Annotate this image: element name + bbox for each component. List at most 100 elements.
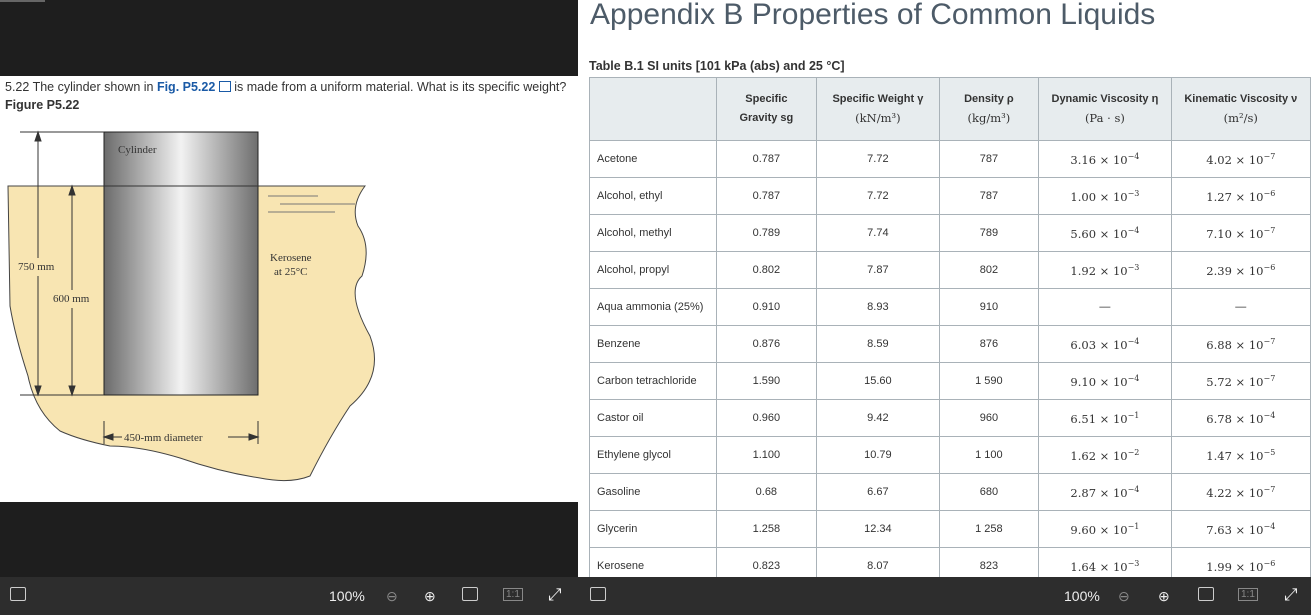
table-cell: 15.60: [816, 362, 940, 400]
zoom-out[interactable]: ⊖: [1118, 588, 1130, 604]
sci-exp: −3: [1127, 262, 1140, 272]
table-caption: Table B.1 SI units [101 kPa (abs) and 25…: [589, 59, 845, 73]
sci-exp: −6: [1263, 262, 1276, 272]
header-cell: Density ρ (kg/m³): [938, 77, 1040, 141]
problem-text: 5.22 The cylinder shown in Fig. P5.22 is…: [5, 80, 566, 94]
sci-exp: −1: [1127, 410, 1140, 420]
header-cell: Specific Gravity sg: [715, 77, 818, 141]
zoom-in[interactable]: ⊕: [424, 588, 436, 604]
table-cell: 8.07: [816, 547, 940, 577]
sci-base: 4.02 × 10: [1206, 152, 1264, 167]
table-cell: Gasoline: [589, 473, 717, 511]
table-cell: 4.22 × 10−7: [1170, 473, 1311, 511]
figure: Cylinder Kerosene at 25°C 750 mm 600 mm …: [7, 130, 375, 482]
table-cell: —: [1170, 288, 1311, 326]
sci-base: 1.64 × 10: [1070, 559, 1128, 574]
sci-base: 1.27 × 10: [1206, 189, 1264, 204]
sci-exp: −6: [1263, 558, 1276, 568]
sci-exp: −4: [1263, 521, 1276, 531]
table-cell: 12.34: [816, 510, 940, 548]
table-cell: 5.72 × 10−7: [1170, 362, 1311, 400]
header-text: Dynamic Viscosity η: [1051, 92, 1159, 105]
sci-base: 3.16 × 10: [1070, 152, 1128, 167]
table-cell: 7.10 × 10−7: [1170, 214, 1311, 252]
header-text: (kg/m³): [967, 110, 1011, 125]
header-cell: Kinematic Viscosity ν (m²/s): [1170, 77, 1311, 141]
sci-exp: −4: [1127, 225, 1140, 235]
sci-exp: −5: [1263, 447, 1276, 457]
header-cell: Dynamic Viscosity η (Pa · s): [1038, 77, 1172, 141]
table-cell: 3.16 × 10−4: [1038, 140, 1172, 178]
fit-button[interactable]: [1198, 587, 1214, 601]
table-cell: 0.823: [715, 547, 818, 577]
expand[interactable]: ⤢: [548, 585, 562, 604]
table-cell: Ethylene glycol: [589, 436, 717, 474]
appendix-title: Appendix B Properties of Common Liquids: [590, 0, 1156, 31]
header-text: (Pa · s): [1084, 110, 1125, 125]
sci-base: 1.47 × 10: [1206, 448, 1264, 463]
table-cell: Glycerin: [589, 510, 717, 548]
tab-indicator: [0, 0, 45, 2]
header-row: Specific Gravity sg Specific Weight γ (kN/m…: [589, 77, 1311, 141]
table-cell: 6.78 × 10−4: [1170, 399, 1311, 437]
table-cell: 1.100: [715, 436, 818, 474]
liquid-label: Kerosene: [270, 252, 312, 264]
table-cell: 910: [938, 288, 1040, 326]
right-panel: Appendix B Properties of Common Liquids …: [578, 0, 1311, 577]
table-cell: 6.51 × 10−1: [1038, 399, 1172, 437]
fit-button[interactable]: [462, 587, 478, 601]
toolbar-right: 100% ⊖ ⊕ 1:1 ⤢: [578, 577, 1311, 615]
table-cell: 7.87: [816, 251, 940, 289]
sci-exp: −4: [1127, 336, 1140, 346]
table-cell: 0.802: [715, 251, 818, 289]
sci-base: 5.72 × 10: [1206, 374, 1264, 389]
table-cell: Kerosene: [589, 547, 717, 577]
caption-icon[interactable]: [590, 587, 606, 601]
table-cell: 6.88 × 10−7: [1170, 325, 1311, 363]
table-cell: 0.910: [715, 288, 818, 326]
table-cell: 1.64 × 10−3: [1038, 547, 1172, 577]
height-submerged-label: 600 mm: [53, 293, 90, 305]
table-cell: 823: [938, 547, 1040, 577]
table-cell: —: [1038, 288, 1172, 326]
toolbar-left: 100% ⊖ ⊕ 1:1 ⤢: [0, 577, 578, 615]
zoom-in[interactable]: ⊕: [1158, 588, 1170, 604]
table-cell: 960: [938, 399, 1040, 437]
table-row: Aqua ammonia (25%) 0.910 8.93 910— —: [589, 288, 1311, 326]
zoom-level: 100%: [1064, 588, 1100, 604]
figure-link[interactable]: Fig. P5.22: [156, 80, 216, 94]
expand[interactable]: ⤢: [1284, 585, 1298, 604]
table-cell: 0.789: [715, 214, 818, 252]
table-row: Acetone 0.787 7.72 787 3.16 × 10−4 4.02 × 10−…: [589, 140, 1311, 178]
table-cell: Alcohol, methyl: [589, 214, 717, 252]
table-cell: 9.60 × 10−1: [1038, 510, 1172, 548]
table-cell: 8.59: [816, 325, 940, 363]
sci-base: 6.03 × 10: [1070, 337, 1128, 352]
sci-base: 7.10 × 10: [1206, 226, 1264, 241]
zoom-out[interactable]: ⊖: [386, 588, 398, 604]
caption-icon[interactable]: [10, 587, 26, 601]
table-cell: 787: [938, 140, 1040, 178]
table-cell: 1.590: [715, 362, 818, 400]
sci-exp: −4: [1127, 373, 1140, 383]
actual-size[interactable]: 1:1: [1238, 588, 1258, 601]
header-cell: [589, 77, 717, 141]
table-cell: 8.93: [816, 288, 940, 326]
sci-base: 1.92 × 10: [1070, 263, 1128, 278]
table-cell: 1.258: [715, 510, 818, 548]
link-icon[interactable]: [218, 81, 231, 92]
actual-size[interactable]: 1:1: [503, 588, 523, 601]
table-cell: 4.02 × 10−7: [1170, 140, 1311, 178]
table-cell: 6.03 × 10−4: [1038, 325, 1172, 363]
properties-table: Specific Gravity sg Specific Weight γ (kN/m…: [589, 77, 1311, 577]
problem-area: Cylinder Kerosene at 25°C 750 mm 600 mm …: [0, 76, 578, 502]
table-row: Glycerin 1.258 12.34 1 258 9.60 × 10−1 7.63 ×…: [589, 510, 1311, 548]
sci-exp: −3: [1127, 188, 1140, 198]
surface-hatch: [268, 195, 355, 213]
table-cell: 7.72: [816, 177, 940, 215]
table-cell: 1.99 × 10−6: [1170, 547, 1311, 577]
sci-base: 6.88 × 10: [1206, 337, 1264, 352]
sci-exp: −7: [1263, 225, 1276, 235]
sci-base: 7.63 × 10: [1206, 522, 1264, 537]
header-text: (kN/m³): [855, 110, 901, 125]
